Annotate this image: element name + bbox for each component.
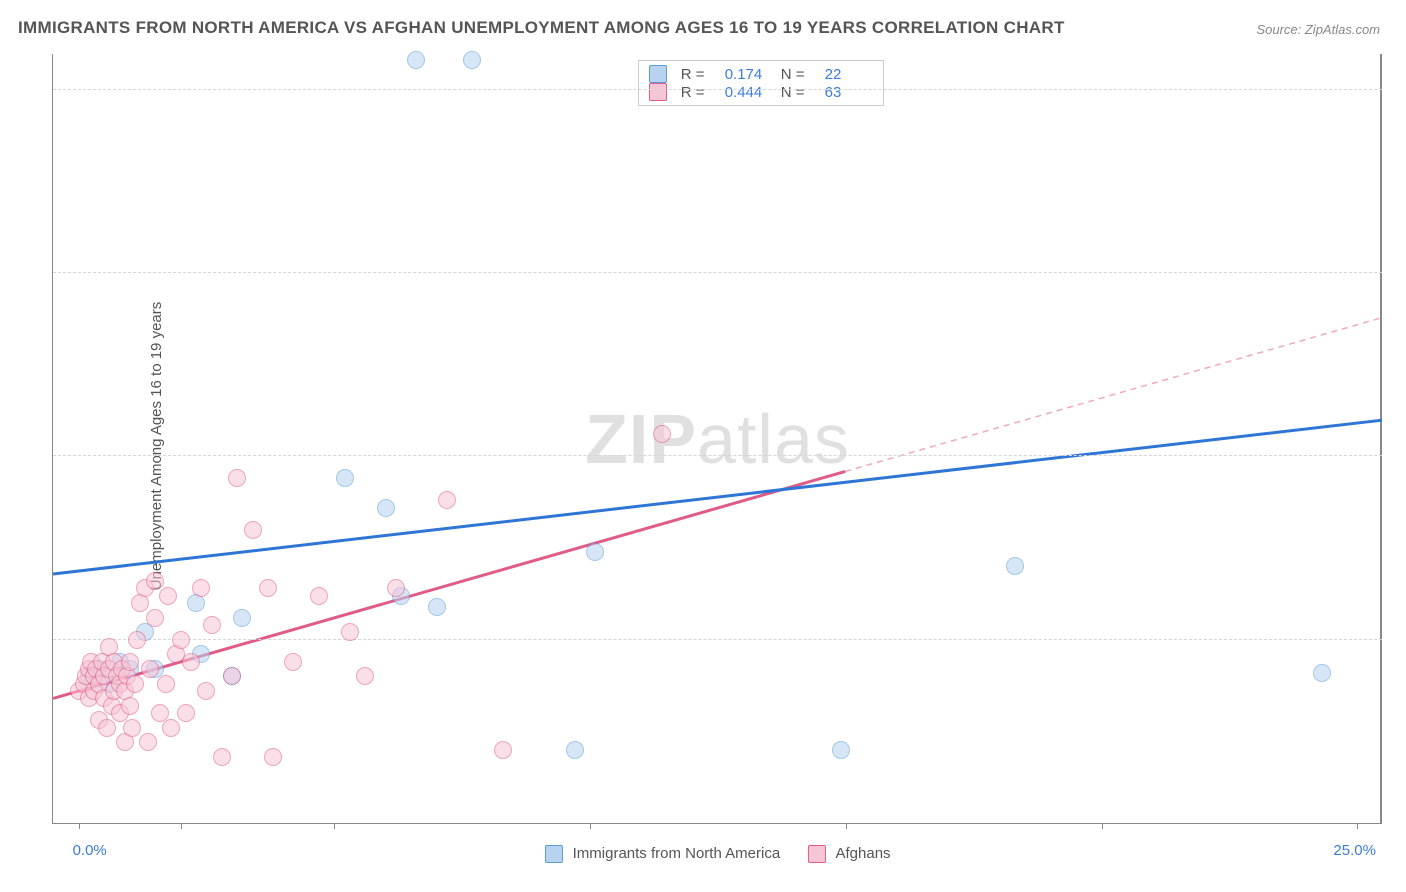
swatch-icon	[544, 845, 562, 863]
source-label: Source: ZipAtlas.com	[1256, 22, 1380, 37]
data-point	[157, 675, 175, 693]
data-point	[356, 667, 374, 685]
data-point	[586, 543, 604, 561]
scatter-plot-area: ZIPatlas R = 0.174 N = 22 R = 0.444 N = …	[52, 54, 1382, 824]
trendline-layer	[53, 54, 1382, 823]
data-point	[438, 491, 456, 509]
data-point	[128, 631, 146, 649]
series-legend: Immigrants from North America Afghans	[544, 845, 890, 863]
data-point	[162, 719, 180, 737]
trendline	[845, 318, 1382, 472]
data-point	[141, 660, 159, 678]
data-point	[146, 609, 164, 627]
data-point	[121, 697, 139, 715]
data-point	[566, 741, 584, 759]
data-point	[377, 499, 395, 517]
data-point	[407, 51, 425, 69]
x-tick	[334, 823, 335, 829]
data-point	[336, 469, 354, 487]
x-tick	[79, 823, 80, 829]
x-tick	[1357, 823, 1358, 829]
data-point	[341, 623, 359, 641]
data-point	[832, 741, 850, 759]
x-tick-label: 0.0%	[73, 842, 107, 859]
data-point	[126, 675, 144, 693]
data-point	[223, 667, 241, 685]
data-point	[121, 653, 139, 671]
data-point	[310, 587, 328, 605]
data-point	[264, 748, 282, 766]
data-point	[428, 598, 446, 616]
y-tick-label: 75.0%	[1394, 248, 1406, 265]
legend-label: Afghans	[836, 845, 891, 862]
x-tick	[846, 823, 847, 829]
data-point	[213, 748, 231, 766]
x-tick	[590, 823, 591, 829]
data-point	[463, 51, 481, 69]
data-point	[259, 579, 277, 597]
legend-item: Afghans	[808, 845, 890, 863]
data-point	[1006, 557, 1024, 575]
legend-item: Immigrants from North America	[544, 845, 780, 863]
data-point	[197, 682, 215, 700]
data-point	[653, 425, 671, 443]
y-tick-label: 50.0%	[1394, 431, 1406, 448]
data-point	[192, 579, 210, 597]
swatch-icon	[808, 845, 826, 863]
data-point	[284, 653, 302, 671]
gridline	[53, 455, 1382, 456]
chart-title: IMMIGRANTS FROM NORTH AMERICA VS AFGHAN …	[18, 18, 1065, 38]
gridline	[53, 639, 1382, 640]
data-point	[159, 587, 177, 605]
trendline	[53, 420, 1382, 574]
data-point	[494, 741, 512, 759]
y-tick-label: 25.0%	[1394, 614, 1406, 631]
data-point	[172, 631, 190, 649]
gridline	[53, 89, 1382, 90]
data-point	[98, 719, 116, 737]
data-point	[203, 616, 221, 634]
data-point	[387, 579, 405, 597]
data-point	[182, 653, 200, 671]
x-tick-label: 25.0%	[1333, 842, 1376, 859]
x-tick	[1102, 823, 1103, 829]
data-point	[146, 572, 164, 590]
data-point	[123, 719, 141, 737]
data-point	[228, 469, 246, 487]
data-point	[1313, 664, 1331, 682]
data-point	[244, 521, 262, 539]
data-point	[233, 609, 251, 627]
x-tick	[181, 823, 182, 829]
gridline	[53, 272, 1382, 273]
data-point	[139, 733, 157, 751]
y-tick-label: 100.0%	[1394, 64, 1406, 81]
data-point	[177, 704, 195, 722]
legend-label: Immigrants from North America	[573, 845, 781, 862]
